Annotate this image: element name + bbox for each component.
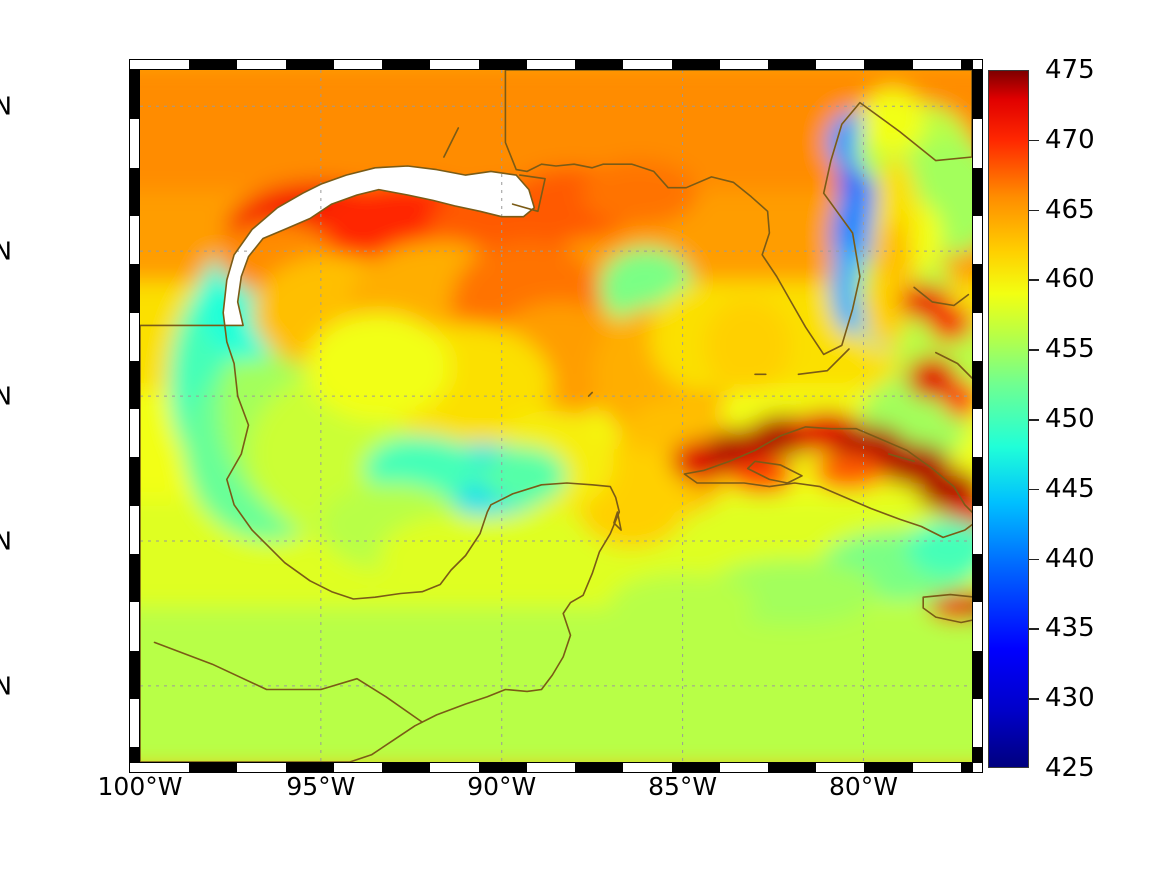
field-anomaly-43 — [863, 272, 907, 346]
field-anomaly-16 — [306, 312, 451, 422]
colorbar-tick-1 — [1029, 139, 1039, 142]
colorbar-tick-label-0: 475 — [1045, 55, 1095, 85]
colorbar-tick-label-2: 465 — [1045, 194, 1095, 225]
colorbar-gradient — [988, 70, 1029, 768]
field-anomaly-28 — [704, 298, 792, 393]
colorbar[interactable]: 475 470 465 460 455 450 445 440 435 430 425 — [988, 55, 1095, 783]
colorbar-tick-label-4: 455 — [1045, 334, 1095, 365]
colorbar-tick-label-1: 470 — [1045, 124, 1095, 155]
coastline-florida — [504, 70, 972, 356]
x-tick-label-2: 90°W — [467, 772, 537, 801]
field-anomaly-62 — [610, 573, 755, 632]
y-tick-label-0: 32°N — [0, 91, 12, 121]
coastline-andros — [935, 351, 972, 379]
colorbar-tick-label-3: 460 — [1045, 264, 1095, 295]
field-anomaly-57 — [812, 454, 886, 491]
colorbar-tick-6 — [1029, 488, 1039, 491]
coastlines — [140, 70, 972, 762]
coastline-jamaica — [922, 593, 972, 624]
field-anomaly-24 — [480, 446, 567, 505]
field-anomaly-26 — [378, 515, 524, 596]
field-band-5 — [140, 607, 972, 762]
colorbar-tick-4 — [1029, 349, 1039, 351]
colorbar-tick-5 — [1029, 419, 1039, 421]
y-tick-label-4: 16°N — [0, 671, 12, 701]
field-anomaly-46 — [906, 356, 958, 400]
field-anomaly-40 — [859, 88, 926, 154]
y-tick-label-3: 20°N — [0, 526, 12, 556]
map-frame-right — [972, 70, 983, 763]
colorbar-tick-8 — [1029, 628, 1039, 630]
x-tick-label-1: 95°W — [286, 772, 356, 801]
map-frame-left — [129, 70, 140, 763]
x-tick-label-3: 85°W — [648, 772, 718, 801]
coastline-grand-bahama — [913, 286, 970, 307]
map-plot-area[interactable] — [140, 70, 972, 762]
y-tick-label-1: 28°N — [0, 236, 12, 266]
coastline-pacific-mexico — [153, 641, 423, 723]
x-tick-label-0: 100°W — [97, 772, 183, 801]
coastline-cuba — [683, 426, 972, 539]
colorbar-tick-label-9: 430 — [1045, 683, 1095, 714]
field-anomaly-63 — [906, 519, 972, 578]
x-tick-label-4: 80°W — [828, 772, 898, 801]
coastline-cuba-cays — [888, 453, 915, 463]
colorbar-tick-label-6: 445 — [1045, 473, 1095, 504]
colorbar-tick-7 — [1029, 558, 1039, 561]
field-anomaly-9 — [581, 160, 698, 226]
y-tick-label-2: 24°N — [0, 381, 12, 411]
colorbar-tick-label-7: 440 — [1045, 543, 1095, 574]
coastline-cozumel — [613, 511, 622, 531]
coastline-florida-keys — [797, 348, 850, 376]
map-frame-bottom — [129, 762, 983, 773]
map-axes[interactable] — [129, 59, 983, 773]
field-anomaly-45 — [928, 305, 972, 342]
coastline-isla-juventud — [746, 460, 803, 484]
scalar-field-heatmap — [140, 70, 972, 762]
map-frame-top — [129, 59, 983, 70]
colorbar-tick-3 — [1029, 279, 1039, 281]
coastline-mississippi-delta — [511, 174, 546, 213]
colorbar-tick-label-10: 425 — [1045, 753, 1095, 783]
colorbar-tick-label-8: 435 — [1045, 613, 1095, 644]
coastline-north-america — [140, 165, 621, 762]
coastline-inland-river — [443, 127, 460, 158]
colorbar-tick-label-5: 450 — [1045, 404, 1095, 434]
colorbar-tick-9 — [1029, 698, 1039, 700]
colorbar-tick-2 — [1029, 209, 1039, 212]
map-gridlines — [140, 70, 972, 762]
coastline-islet-a — [587, 391, 593, 397]
field-anomaly-47 — [943, 381, 972, 418]
